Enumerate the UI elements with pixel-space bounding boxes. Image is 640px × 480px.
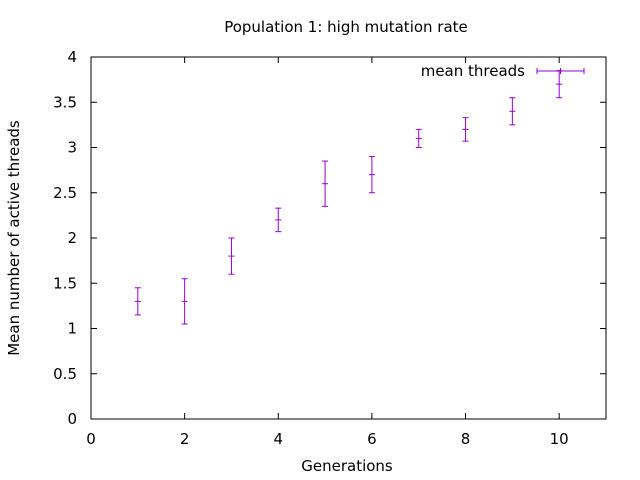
- x-tick-label: 10: [550, 430, 569, 448]
- data-point: [228, 237, 235, 275]
- legend: mean threads: [421, 62, 585, 80]
- series-points: [134, 70, 563, 325]
- y-tick-label: 0: [67, 410, 77, 428]
- plot-frame: [90, 56, 607, 420]
- y-tick-label: 1: [67, 320, 77, 338]
- data-point: [415, 128, 422, 148]
- data-point: [275, 207, 282, 233]
- y-axis-label: Mean number of active threads: [5, 120, 23, 356]
- chart-title: Population 1: high mutation rate: [224, 18, 468, 36]
- legend-key: [536, 68, 585, 74]
- y-tick-label: 2.5: [53, 184, 77, 202]
- data-point: [462, 117, 469, 142]
- x-tick-label: 8: [461, 430, 471, 448]
- data-point: [556, 70, 563, 99]
- x-axis-label: Generations: [301, 457, 393, 475]
- x-tick-label: 0: [86, 430, 96, 448]
- legend-label: mean threads: [421, 62, 525, 80]
- axis-tick-labels: 0 2 4 6 8 10 0 0.5 1 1.5 2 2.5 3 3.5 4: [53, 48, 569, 448]
- x-tick-label: 2: [180, 430, 190, 448]
- data-point: [134, 287, 141, 316]
- x-tick-label: 4: [273, 430, 283, 448]
- axis-ticks: [90, 56, 606, 420]
- data-point: [181, 278, 188, 325]
- data-point: [509, 97, 516, 126]
- y-tick-label: 3.5: [53, 93, 77, 111]
- data-point: [322, 160, 329, 207]
- data-point: [368, 156, 375, 194]
- y-tick-label: 1.5: [53, 274, 77, 292]
- y-tick-label: 2: [67, 229, 77, 247]
- y-tick-label: 4: [67, 48, 77, 66]
- y-tick-label: 3: [67, 139, 77, 157]
- x-tick-label: 6: [367, 430, 377, 448]
- y-tick-label: 0.5: [53, 365, 77, 383]
